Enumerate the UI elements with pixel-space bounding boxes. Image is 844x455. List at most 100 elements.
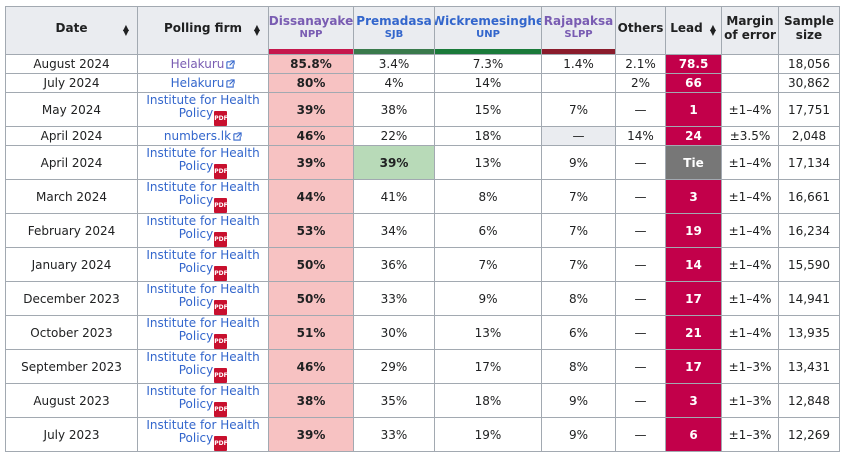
date-header[interactable]: Date ▲ ▼ [5, 6, 138, 55]
lead-header[interactable]: Lead ▲ ▼ [665, 6, 722, 55]
polling-firm-link[interactable]: Institute for Health PolicyPDF [146, 92, 260, 126]
dissanayake-cell: 50% [268, 247, 354, 282]
margin-cell: ±3.5% [721, 126, 779, 146]
sort-icon[interactable]: ▲ ▼ [253, 23, 260, 37]
lead-cell: 3 [665, 383, 722, 418]
firm-cell: numbers.lk [137, 126, 269, 146]
pdf-icon[interactable]: PDF [214, 197, 228, 213]
firm-cell: Institute for Health PolicyPDF [137, 417, 269, 452]
header-row: Date ▲ ▼ Polling firm ▲ ▼ Dissanayake NPP … [5, 6, 840, 55]
polling-firm-link[interactable]: Institute for Health PolicyPDF [146, 419, 260, 451]
date-cell: August 2024 [5, 54, 138, 74]
candidate-name[interactable]: Wickremesinghe [434, 14, 542, 28]
pdf-icon[interactable]: PDF [214, 367, 228, 383]
table-row: September 2023 Institute for Health Policy… [5, 349, 840, 384]
sample-size-cell: 17,134 [778, 145, 840, 180]
wickremesinghe-cell: 15% [434, 92, 542, 127]
polling-firm-link[interactable]: Institute for Health PolicyPDF [146, 181, 260, 213]
firm-name-line: Institute for Health [146, 383, 260, 398]
pdf-icon[interactable]: PDF [214, 333, 228, 349]
candidate-name[interactable]: Premadasa [356, 14, 432, 28]
date-cell: April 2024 [5, 126, 138, 146]
margin-cell [721, 54, 779, 74]
external-link-icon[interactable] [226, 78, 236, 88]
wickremesinghe-cell: 19% [434, 417, 542, 452]
premadasa-cell: 36% [353, 247, 435, 282]
polling-firm-link[interactable]: Institute for Health PolicyPDF [146, 283, 260, 315]
party-color-bar [435, 49, 541, 54]
rajapaksa-cell: 7% [541, 179, 616, 214]
firm-cell: Institute for Health PolicyPDF [137, 145, 269, 180]
external-link-icon[interactable] [226, 59, 236, 69]
polling-firm-link[interactable]: Helakuru [171, 57, 236, 71]
firm-name-line: Institute for Health [146, 145, 260, 160]
table-row: January 2024 Institute for Health PolicyPD… [5, 247, 840, 282]
pdf-icon[interactable]: PDF [214, 265, 228, 281]
polling-firm-link[interactable]: Helakuru [171, 76, 236, 90]
firm-name-line: Institute for Health [146, 92, 260, 107]
sort-icon[interactable]: ▲ ▼ [709, 23, 716, 37]
table-row: March 2024 Institute for Health PolicyPDF 4… [5, 179, 840, 214]
pdf-icon[interactable]: PDF [214, 401, 228, 417]
firm-cell: Helakuru [137, 54, 269, 74]
candidate-header-dissanayake[interactable]: Dissanayake NPP [268, 6, 354, 55]
lead-cell: 78.5 [665, 54, 722, 74]
lead-cell: 14 [665, 247, 722, 282]
polling-firm-link[interactable]: Institute for Health PolicyPDF [146, 349, 260, 383]
table-row: April 2024 numbers.lk 46% 22% 18% —14% 24 ±3.5%… [5, 126, 840, 146]
polling-firm-link[interactable]: numbers.lk [164, 129, 242, 143]
polling-firm-link[interactable]: Institute for Health PolicyPDF [146, 213, 260, 247]
others-cell: — [615, 145, 666, 180]
table-row: August 2024 Helakuru 85.8% 3.4% 7.3% 1.4% 2.1%… [5, 54, 840, 74]
sample-size-cell: 13,431 [778, 349, 840, 384]
sample-header-line1: Sample [783, 14, 835, 28]
candidate-header-rajapaksa[interactable]: Rajapaksa SLPP [541, 6, 616, 55]
pdf-icon[interactable]: PDF [214, 299, 228, 315]
wickremesinghe-cell: 13% [434, 145, 542, 180]
firm-name-line: Policy [178, 226, 214, 241]
margin-cell [721, 73, 779, 93]
pdf-icon[interactable]: PDF [214, 163, 228, 179]
rajapaksa-cell: 9% [541, 145, 616, 180]
lead-cell: 1 [665, 92, 722, 127]
candidate-name[interactable]: Dissanayake [268, 14, 354, 28]
sort-icon[interactable]: ▲ ▼ [122, 23, 129, 37]
wickremesinghe-cell: 9% [434, 281, 542, 316]
party-name[interactable]: NPP [299, 29, 323, 40]
firm-cell: Institute for Health PolicyPDF [137, 92, 269, 127]
date-cell: February 2024 [5, 213, 138, 248]
party-name[interactable]: UNP [476, 29, 500, 40]
others-cell: — [615, 315, 666, 350]
sample-size-cell: 2,048 [778, 126, 840, 146]
dissanayake-cell: 46% [268, 126, 354, 146]
polling-firm-link[interactable]: Institute for Health PolicyPDF [146, 315, 260, 349]
pdf-icon[interactable]: PDF [214, 110, 228, 126]
polling-firm-link[interactable]: Institute for Health PolicyPDF [146, 145, 260, 179]
party-name[interactable]: SJB [384, 29, 404, 40]
margin-cell: ±1–3% [721, 417, 779, 452]
candidate-header-wickremesinghe[interactable]: Wickremesinghe UNP [434, 6, 542, 55]
firm-name-line: Policy [178, 260, 214, 275]
lead-cell: 17 [665, 281, 722, 316]
others-cell: — [615, 213, 666, 248]
sample-size-cell: 12,269 [778, 417, 840, 452]
pdf-icon[interactable]: PDF [214, 231, 228, 247]
polling-firm-link[interactable]: Institute for Health PolicyPDF [146, 249, 260, 281]
date-cell: October 2023 [5, 315, 138, 350]
table-body: August 2024 Helakuru 85.8% 3.4% 7.3% 1.4% 2.1%… [5, 54, 840, 452]
firm-name-line: Institute for Health [146, 349, 260, 364]
pdf-icon[interactable]: PDF [214, 435, 228, 451]
polling-firm-link[interactable]: Institute for Health PolicyPDF [146, 383, 260, 417]
firm-name-line: Institute for Health [146, 213, 260, 228]
external-link-icon[interactable] [233, 131, 242, 141]
sample-size-cell: 16,234 [778, 213, 840, 248]
rajapaksa-cell: 1.4% [541, 54, 616, 74]
firm-header[interactable]: Polling firm ▲ ▼ [137, 6, 269, 55]
lead-cell: 24 [665, 126, 722, 146]
candidate-header-premadasa[interactable]: Premadasa SJB [353, 6, 435, 55]
firm-name-line: Institute for Health [146, 315, 260, 330]
party-name[interactable]: SLPP [564, 29, 593, 40]
firm-name-line: Policy [178, 294, 214, 309]
candidate-name[interactable]: Rajapaksa [543, 14, 614, 28]
wickremesinghe-cell: 6% [434, 213, 542, 248]
